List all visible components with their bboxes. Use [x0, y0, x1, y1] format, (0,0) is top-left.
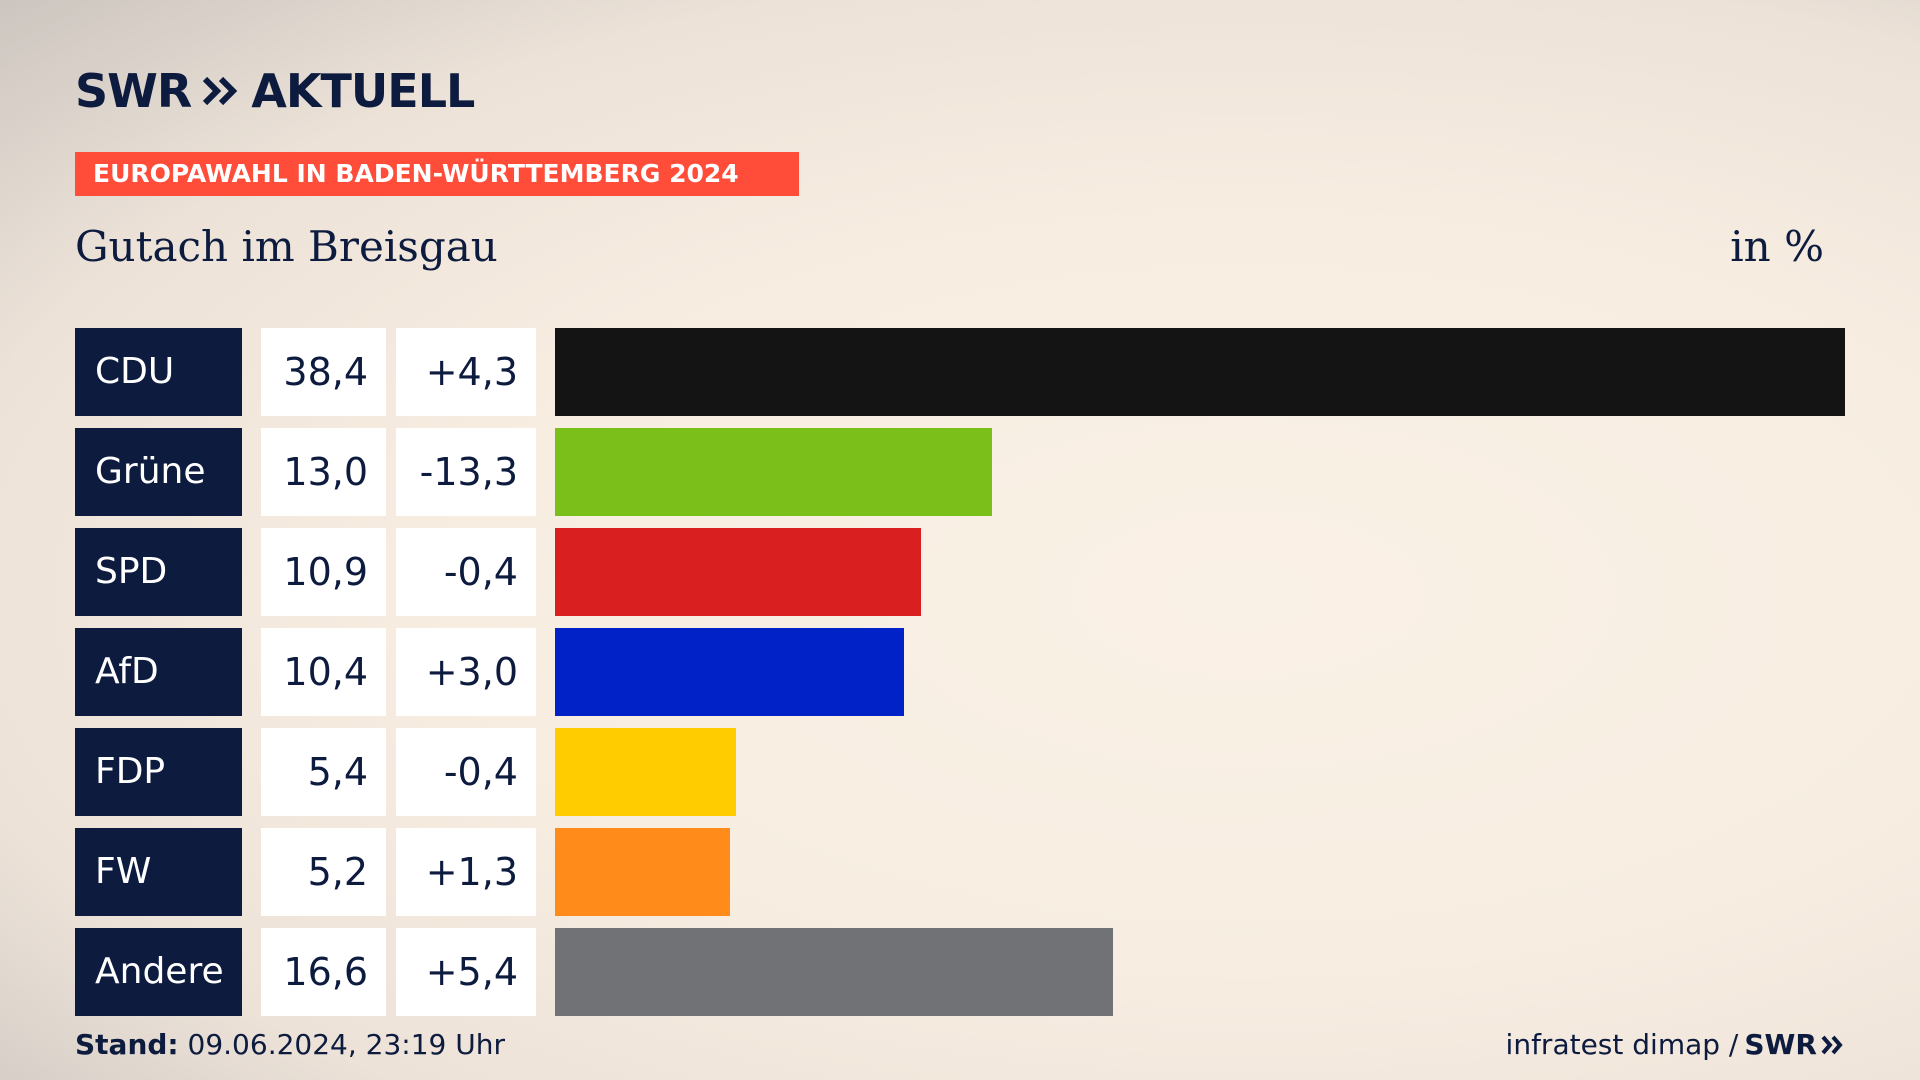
change-label: +5,4 [396, 928, 536, 1016]
party-label: FW [75, 828, 242, 916]
logo-aktuell-text: AKTUELL [251, 64, 475, 118]
change-label: +4,3 [396, 328, 536, 416]
bar [555, 328, 1845, 416]
logo-swr-text: SWR [75, 64, 192, 118]
unit-label: in % [1730, 222, 1824, 271]
bar [555, 928, 1113, 1016]
stand-value: 09.06.2024, 23:19 Uhr [187, 1028, 505, 1061]
vote-share-label: 5,4 [261, 728, 386, 816]
logo-chevrons-icon [203, 76, 238, 106]
party-label: CDU [75, 328, 242, 416]
party-label: FDP [75, 728, 242, 816]
bar [555, 428, 992, 516]
footer-brand-text: SWR [1744, 1028, 1817, 1061]
bar [555, 628, 905, 716]
footer-brand: SWR [1744, 1028, 1845, 1061]
stand-label: Stand: [75, 1028, 179, 1061]
vote-share-label: 13,0 [261, 428, 386, 516]
change-label: -0,4 [396, 728, 536, 816]
bar [555, 528, 922, 616]
vote-share-label: 38,4 [261, 328, 386, 416]
party-label: AfD [75, 628, 242, 716]
change-label: -0,4 [396, 528, 536, 616]
footer-chevrons-icon [1821, 1035, 1843, 1054]
vote-share-label: 10,9 [261, 528, 386, 616]
bar [555, 828, 730, 916]
swr-aktuell-logo: SWR AKTUELL [75, 64, 475, 118]
vote-share-label: 5,2 [261, 828, 386, 916]
vote-share-label: 10,4 [261, 628, 386, 716]
region-title: Gutach im Breisgau [75, 222, 498, 271]
footer-source: infratest dimap / SWR [1506, 1028, 1845, 1061]
party-label: Grüne [75, 428, 242, 516]
party-label: SPD [75, 528, 242, 616]
change-label: -13,3 [396, 428, 536, 516]
bar [555, 728, 737, 816]
change-label: +1,3 [396, 828, 536, 916]
election-banner: EUROPAWAHL IN BADEN-WÜRTTEMBERG 2024 [75, 152, 799, 196]
party-label: Andere [75, 928, 242, 1016]
footer-timestamp: Stand: 09.06.2024, 23:19 Uhr [75, 1028, 505, 1061]
source-label: infratest dimap / [1505, 1028, 1739, 1061]
vote-share-label: 16,6 [261, 928, 386, 1016]
change-label: +3,0 [396, 628, 536, 716]
